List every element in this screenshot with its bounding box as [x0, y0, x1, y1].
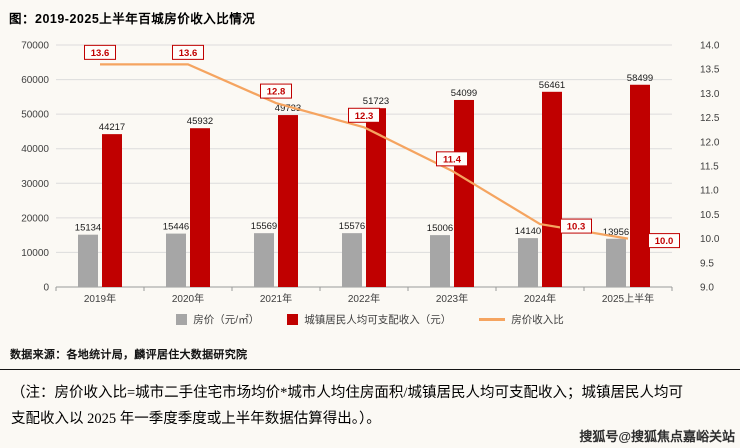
right-axis-tick-label: 12.0	[700, 137, 720, 148]
bar-value-label-income: 44217	[99, 122, 125, 133]
bar-value-label-income: 51723	[363, 96, 389, 107]
chart-legend: 房价（元/㎡） 城镇居民人均可支配收入（元） 房价收入比	[0, 312, 740, 327]
bar-value-label-house-price: 15134	[75, 223, 101, 234]
right-axis-tick-label: 13.5	[700, 65, 720, 76]
right-axis-tick-label: 13.0	[700, 89, 720, 100]
left-axis-tick-label: 0	[43, 283, 49, 294]
legend-item: 房价（元/㎡）	[176, 312, 259, 327]
bar-value-label-house-price: 14140	[515, 226, 541, 237]
bar-income	[542, 91, 562, 287]
ratio-label: 10.0	[648, 233, 680, 249]
bar-income	[278, 115, 298, 287]
category-label: 2024年	[524, 292, 556, 305]
ratio-label: 13.6	[172, 44, 204, 60]
left-axis-tick-label: 60000	[21, 75, 49, 86]
legend-label: 房价（元/㎡）	[193, 314, 260, 326]
footnote-line: 支配收入以 2025 年一季度季度或上半年数据估算得出。）。	[11, 411, 381, 427]
svg-text:10.3: 10.3	[567, 222, 586, 233]
ratio-label: 12.8	[260, 83, 292, 99]
category-label: 2025上半年	[602, 292, 654, 305]
svg-text:11.4: 11.4	[443, 154, 462, 165]
footnote: （注：房价收入比=城市二手住宅市场均价*城市人均住房面积/城镇居民人均可支配收入…	[11, 380, 729, 432]
category-label: 2022年	[348, 292, 380, 305]
ratio-label: 10.3	[560, 218, 592, 234]
bar-value-label-house-price: 13956	[603, 227, 629, 238]
right-axis-tick-label: 11.5	[700, 162, 719, 173]
bar-income	[190, 128, 210, 287]
svg-text:13.6: 13.6	[91, 48, 110, 59]
ratio-label: 12.3	[348, 107, 380, 123]
category-label: 2019年	[84, 292, 116, 305]
category-label: 2021年	[260, 292, 292, 305]
legend-square-swatch-icon	[176, 314, 188, 325]
left-axis-tick-label: 10000	[21, 248, 49, 259]
legend-label: 房价收入比	[511, 314, 564, 326]
ratio-label: 13.6	[84, 44, 116, 60]
bar-house-price	[430, 235, 450, 287]
right-axis-tick-label: 14.0	[700, 41, 720, 52]
right-axis-tick-label: 9.0	[700, 283, 714, 294]
legend-label: 城镇居民人均可支配收入（元）	[304, 314, 452, 326]
legend-line-swatch-icon	[479, 318, 506, 321]
bar-value-label-income: 56461	[539, 80, 565, 91]
chart-canvas: 0 10000 20000 30000 40000 50000 60000 70000 9.0 9…	[21, 41, 720, 306]
legend-square-swatch-icon	[287, 314, 299, 325]
right-axis-tick-label: 10.5	[700, 210, 720, 221]
watermark: 搜狐号@搜狐焦点嘉峪关站	[579, 429, 735, 444]
category-label: 2020年	[172, 292, 204, 305]
bar-house-price	[342, 233, 362, 287]
footnote-line: （注：房价收入比=城市二手住宅市场均价*城市人均住房面积/城镇居民人均可支配收入…	[11, 385, 683, 401]
bar-value-label-income: 58499	[627, 73, 653, 84]
right-axis-tick-label: 11.0	[700, 186, 719, 197]
left-axis-tick-label: 50000	[21, 110, 49, 121]
bar-house-price	[606, 238, 626, 287]
left-axis-tick-label: 70000	[21, 41, 49, 52]
bar-value-label-income: 49733	[275, 103, 301, 114]
svg-text:13.6: 13.6	[179, 48, 198, 59]
ratio-label: 11.4	[436, 151, 468, 167]
right-axis-tick-label: 12.5	[700, 113, 720, 124]
bar-house-price	[254, 233, 274, 287]
left-axis-tick-label: 30000	[21, 179, 49, 190]
bar-income	[630, 84, 650, 287]
bar-income	[102, 134, 122, 287]
bar-value-label-income: 45932	[187, 116, 213, 127]
legend-item: 城镇居民人均可支配收入（元）	[287, 312, 451, 327]
bar-income	[366, 108, 386, 287]
divider-line	[0, 369, 740, 370]
chart-title: 图：2019-2025上半年百城房价收入比情况	[9, 12, 256, 26]
svg-text:12.3: 12.3	[355, 111, 374, 122]
left-axis-tick-label: 20000	[21, 213, 49, 224]
svg-text:10.0: 10.0	[655, 236, 674, 247]
right-axis-tick-label: 10.0	[700, 234, 720, 245]
data-source: 数据来源：各地统计局，麟评居住大数据研究院	[10, 349, 248, 361]
bar-house-price	[166, 233, 186, 287]
category-label: 2023年	[436, 292, 468, 305]
svg-text:12.8: 12.8	[267, 87, 286, 98]
bar-house-price	[78, 234, 98, 287]
legend-item: 房价收入比	[479, 312, 564, 327]
bar-house-price	[518, 238, 538, 287]
ratio-line	[100, 63, 629, 240]
bar-value-label-house-price: 15576	[339, 221, 365, 232]
left-axis-tick-label: 40000	[21, 144, 49, 155]
right-axis-tick-label: 9.5	[700, 258, 714, 269]
bar-value-label-house-price: 15446	[163, 222, 189, 233]
chart-title-row: 图：2019-2025上半年百城房价收入比情况	[9, 8, 255, 27]
bar-income	[454, 99, 474, 287]
bar-value-label-income: 54099	[451, 88, 477, 99]
bar-value-label-house-price: 15006	[427, 223, 453, 234]
bar-value-label-house-price: 15569	[251, 221, 277, 232]
